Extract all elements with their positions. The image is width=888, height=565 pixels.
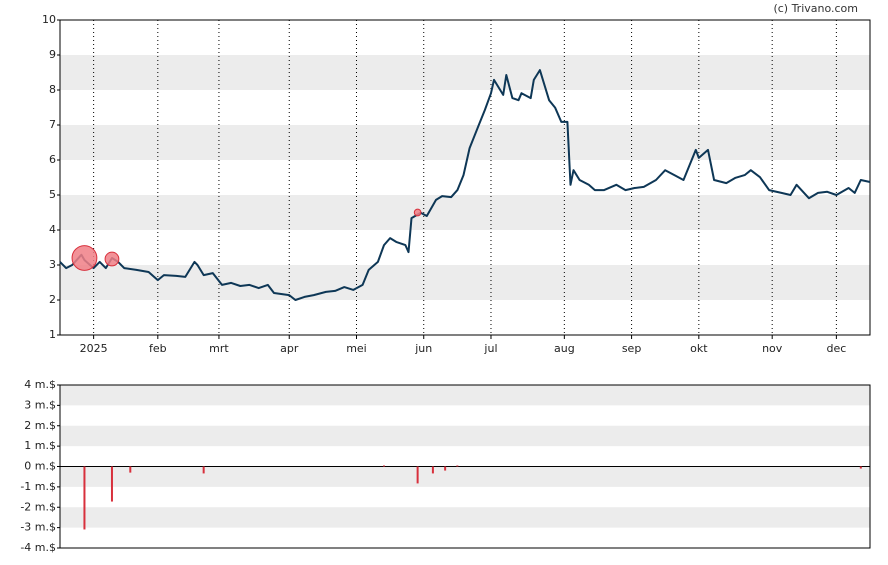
y-tick-label: 4 m.$ [24,378,56,391]
grid-band [60,195,870,230]
bar [431,466,434,474]
y-tick-label: 1 [49,328,56,341]
y-tick-label: 7 [49,118,56,131]
y-tick-label: 6 [49,153,56,166]
bar [202,466,205,474]
y-tick-label: 9 [49,48,56,61]
grid-band [60,507,870,528]
x-tick-label: dec [826,342,846,355]
grid-band [60,125,870,160]
grid-band [60,265,870,300]
y-tick-label: 2 [49,293,56,306]
y-tick-label: 1 m.$ [24,439,56,452]
bar [83,466,86,530]
bar [129,466,132,473]
grid-band [60,55,870,90]
bar [416,466,419,484]
y-tick-label: 8 [49,83,56,96]
x-tick-label: okt [690,342,708,355]
x-tick-label: sep [622,342,641,355]
trade-marker [71,245,98,271]
x-tick-label: feb [149,342,167,355]
x-tick-label: apr [280,342,299,355]
grid-band [60,425,870,447]
x-tick-label: 2025 [80,342,108,355]
bar [859,466,862,469]
watermark: (c) Trivano.com [773,2,858,15]
y-tick-label: 3 [49,258,56,271]
bar [456,465,459,467]
x-tick-label: jun [414,342,432,355]
plot-frame [59,19,871,336]
x-tick-label: aug [554,342,575,355]
y-tick-label: 2 m.$ [24,419,56,432]
grid-band [60,385,870,406]
x-tick-label: mei [346,342,367,355]
y-tick-label: 5 [49,188,56,201]
y-tick-label: -2 m.$ [20,500,56,513]
price-line [59,69,871,301]
bar [110,466,113,502]
grid-band [60,466,870,487]
x-tick-label: nov [762,342,783,355]
x-tick-label: jul [483,342,497,355]
y-tick-label: 4 [49,223,56,236]
bar [444,466,447,471]
y-tick-label: -3 m.$ [20,521,56,534]
bar [383,465,385,467]
y-tick-label: 10 [42,13,56,26]
y-tick-label: 3 m.$ [24,398,56,411]
y-tick-label: -1 m.$ [20,480,56,493]
trade-marker [413,208,422,217]
x-tick-label: mrt [209,342,229,355]
trade-marker [104,251,120,267]
y-tick-label: -4 m.$ [20,541,56,554]
y-tick-label: 0 m.$ [24,460,56,473]
